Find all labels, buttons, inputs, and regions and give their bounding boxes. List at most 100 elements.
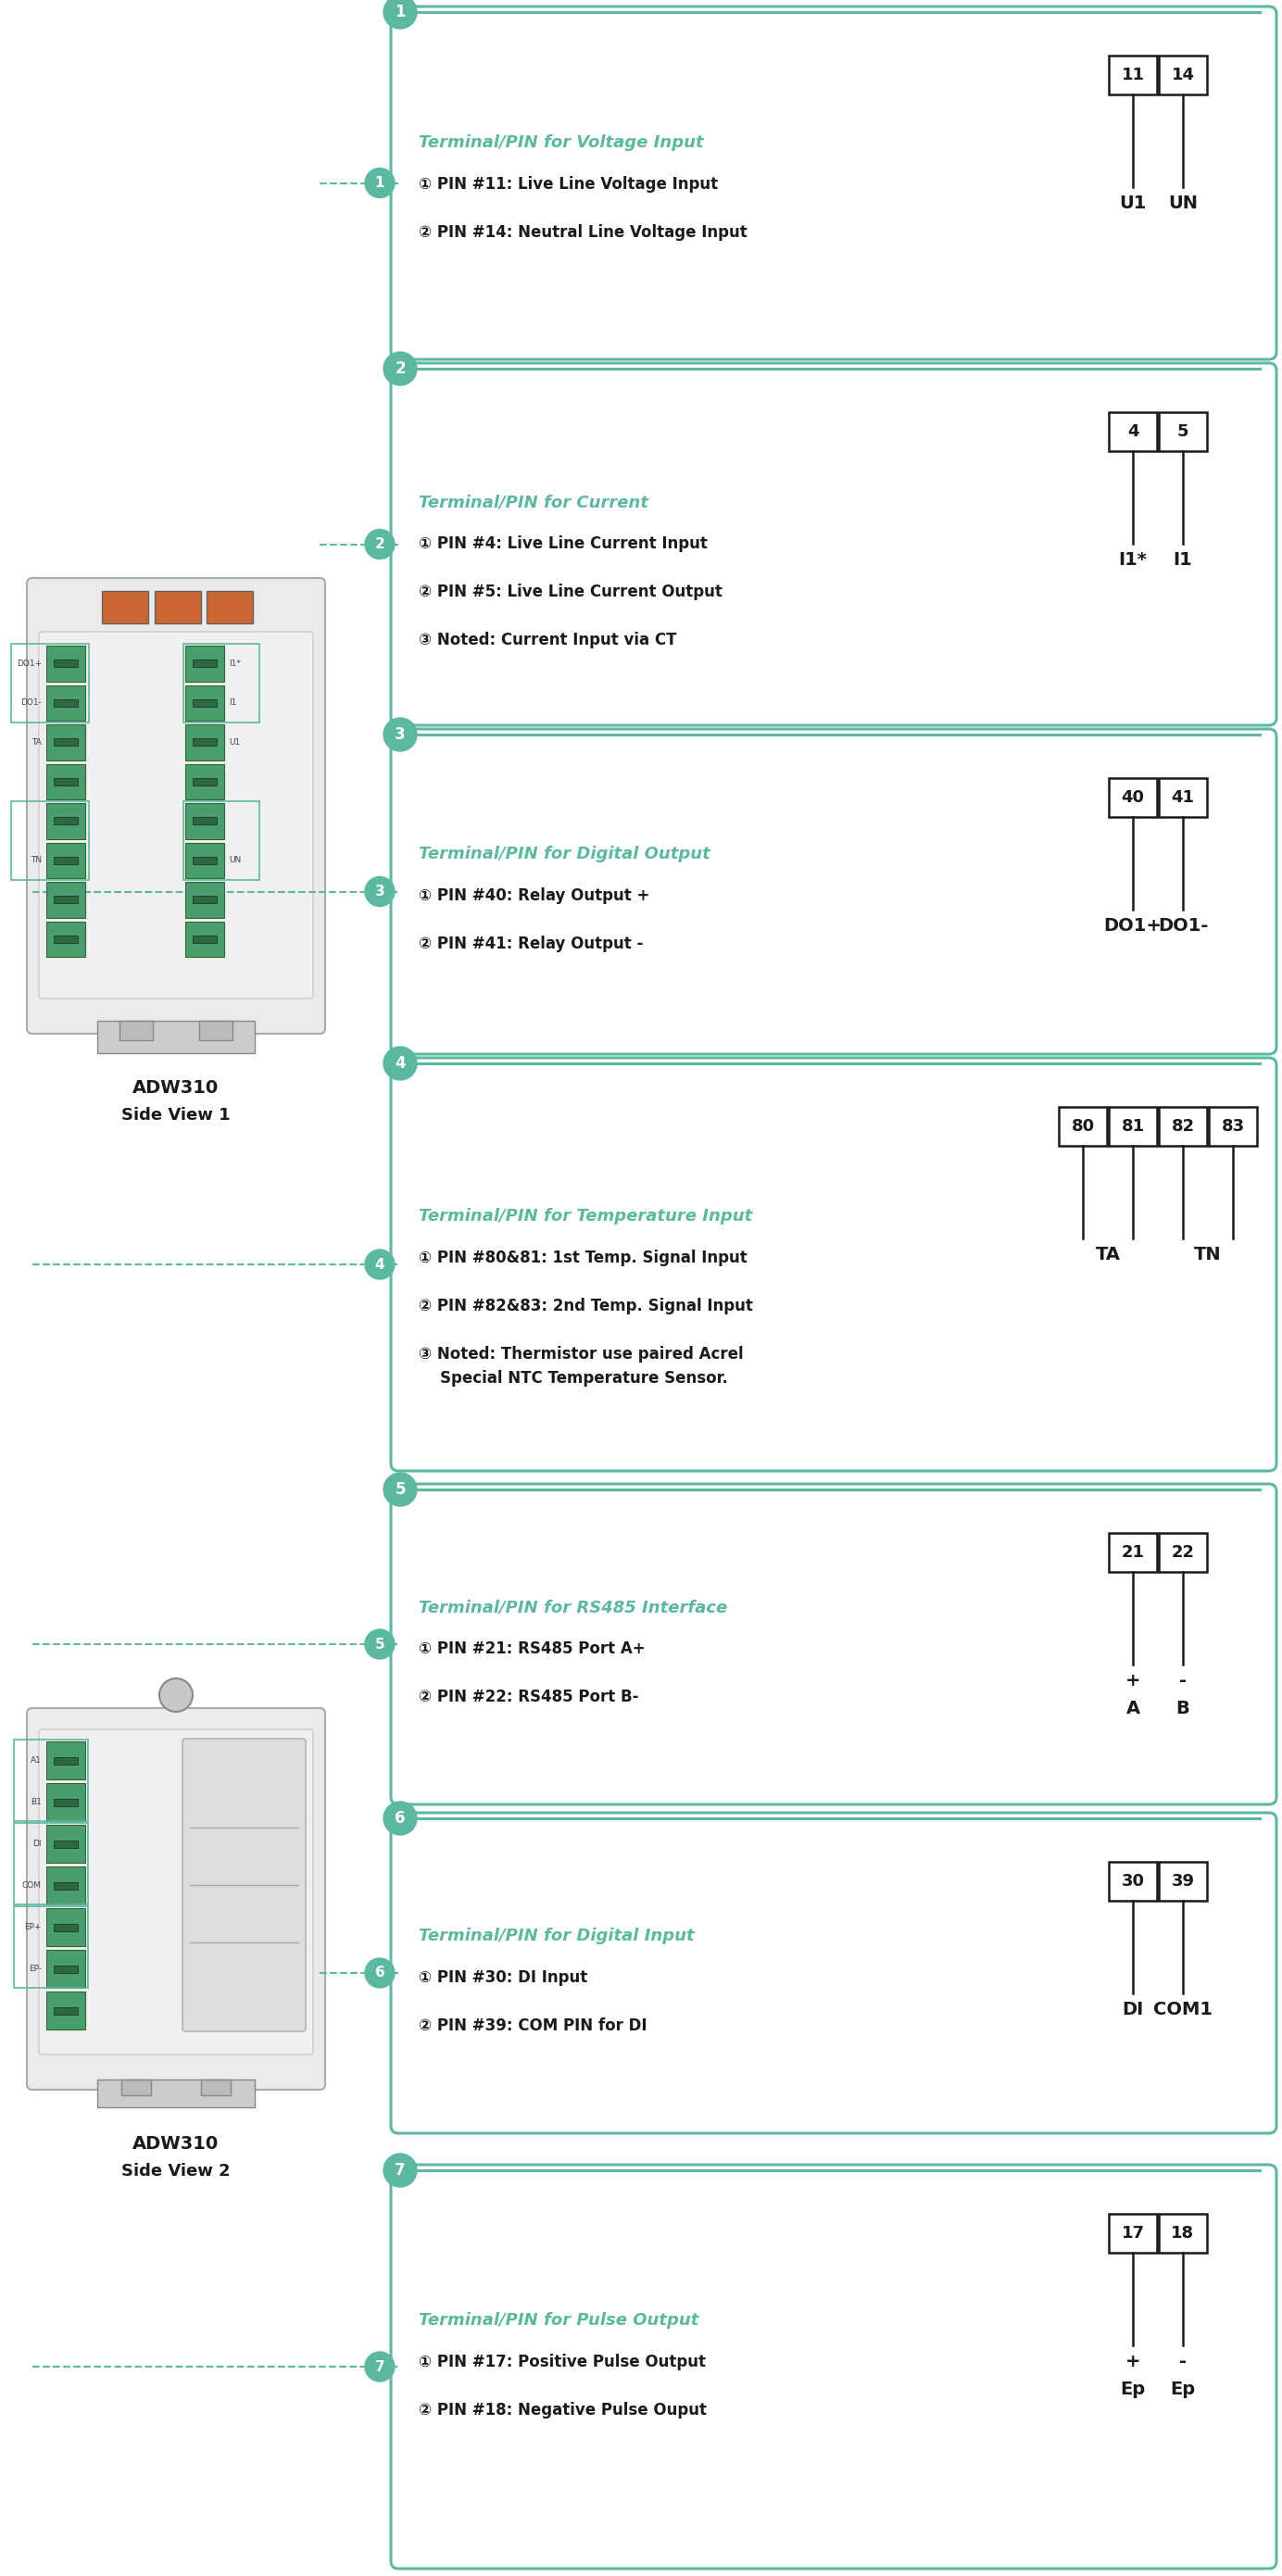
- Bar: [54, 1880, 78, 1888]
- Text: I1*: I1*: [228, 659, 241, 667]
- Bar: [46, 685, 85, 721]
- Bar: [54, 817, 78, 824]
- Bar: [46, 1950, 85, 1989]
- Text: Terminal/PIN for RS485 Interface: Terminal/PIN for RS485 Interface: [419, 1600, 727, 1615]
- Bar: [54, 2007, 78, 2014]
- Text: 39: 39: [1172, 1873, 1195, 1891]
- Text: DO1+: DO1+: [1104, 917, 1161, 935]
- Text: ① PIN #17: Positive Pulse Output: ① PIN #17: Positive Pulse Output: [419, 2354, 706, 2370]
- Text: 6: 6: [395, 1811, 405, 1826]
- Bar: [192, 935, 217, 943]
- Bar: [183, 644, 259, 721]
- Bar: [14, 1906, 88, 1989]
- Circle shape: [365, 167, 395, 198]
- Circle shape: [365, 1958, 395, 1989]
- Text: 41: 41: [1172, 788, 1195, 806]
- Text: 3: 3: [395, 726, 405, 742]
- Text: TN: TN: [1194, 1247, 1222, 1262]
- Bar: [122, 2079, 151, 2094]
- Bar: [14, 1739, 88, 1821]
- Text: 6: 6: [374, 1965, 385, 1981]
- FancyBboxPatch shape: [391, 363, 1277, 726]
- Bar: [54, 659, 78, 667]
- Bar: [46, 842, 85, 878]
- Text: Side View 1: Side View 1: [122, 1108, 231, 1123]
- FancyBboxPatch shape: [391, 8, 1277, 361]
- Bar: [1109, 57, 1156, 95]
- Bar: [192, 778, 217, 786]
- FancyBboxPatch shape: [38, 631, 313, 999]
- Text: ② PIN #41: Relay Output -: ② PIN #41: Relay Output -: [419, 935, 644, 953]
- Bar: [46, 1868, 85, 1904]
- Bar: [1109, 1108, 1156, 1146]
- Text: ② PIN #39: COM PIN for DI: ② PIN #39: COM PIN for DI: [419, 2017, 647, 2035]
- Text: B1: B1: [31, 1798, 42, 1806]
- Bar: [186, 685, 224, 721]
- Text: DO1-: DO1-: [1158, 917, 1208, 935]
- Text: ② PIN #14: Neutral Line Voltage Input: ② PIN #14: Neutral Line Voltage Input: [419, 224, 747, 240]
- FancyBboxPatch shape: [38, 1728, 313, 2056]
- Bar: [186, 724, 224, 760]
- Text: ADW310: ADW310: [133, 2136, 219, 2154]
- Circle shape: [383, 1801, 417, 1834]
- Text: 81: 81: [1122, 1118, 1145, 1133]
- Text: ADW310: ADW310: [133, 1079, 219, 1097]
- Text: 18: 18: [1172, 2226, 1195, 2241]
- Bar: [12, 801, 88, 881]
- Text: ③ Noted: Thermistor use paired Acrel: ③ Noted: Thermistor use paired Acrel: [419, 1347, 744, 1363]
- Text: 5: 5: [395, 1481, 405, 1497]
- Bar: [46, 1991, 85, 2030]
- Bar: [119, 1020, 153, 1041]
- Bar: [192, 739, 217, 747]
- Text: 83: 83: [1222, 1118, 1245, 1133]
- Text: Special NTC Temperature Sensor.: Special NTC Temperature Sensor.: [419, 1370, 728, 1386]
- FancyBboxPatch shape: [182, 1739, 305, 2032]
- Bar: [183, 801, 259, 881]
- Bar: [46, 1741, 85, 1780]
- Circle shape: [383, 1046, 417, 1079]
- Text: Terminal/PIN for Digital Input: Terminal/PIN for Digital Input: [419, 1927, 695, 1945]
- Text: -: -: [1179, 2352, 1187, 2370]
- FancyBboxPatch shape: [391, 2164, 1277, 2568]
- Text: TA: TA: [32, 737, 42, 747]
- Text: TA: TA: [1095, 1247, 1120, 1262]
- Bar: [54, 778, 78, 786]
- Bar: [54, 1757, 78, 1765]
- Text: 2: 2: [395, 361, 405, 376]
- Text: TN: TN: [31, 855, 42, 866]
- Bar: [1159, 1108, 1206, 1146]
- Bar: [1109, 2213, 1156, 2254]
- Circle shape: [383, 2154, 417, 2187]
- Text: DI: DI: [33, 1839, 42, 1847]
- Bar: [54, 1798, 78, 1806]
- Text: I1: I1: [1173, 551, 1192, 569]
- Text: 5: 5: [1177, 422, 1188, 440]
- Bar: [54, 1965, 78, 1973]
- Text: DI: DI: [1122, 2002, 1144, 2020]
- Bar: [186, 842, 224, 878]
- Circle shape: [383, 353, 417, 386]
- Text: Ep: Ep: [1170, 2380, 1195, 2398]
- Text: U1: U1: [1119, 196, 1146, 211]
- Circle shape: [383, 0, 417, 28]
- Bar: [46, 881, 85, 917]
- Text: 5: 5: [374, 1638, 385, 1651]
- Text: 30: 30: [1122, 1873, 1145, 1891]
- Bar: [14, 1824, 88, 1904]
- Text: B: B: [1176, 1700, 1190, 1718]
- Text: 1: 1: [395, 3, 405, 21]
- Text: 11: 11: [1122, 67, 1145, 82]
- Bar: [199, 1020, 232, 1041]
- Bar: [1209, 1108, 1256, 1146]
- Bar: [192, 817, 217, 824]
- Text: ② PIN #82&83: 2nd Temp. Signal Input: ② PIN #82&83: 2nd Temp. Signal Input: [419, 1298, 753, 1314]
- Bar: [97, 2079, 255, 2107]
- Bar: [1159, 57, 1206, 95]
- Bar: [46, 647, 85, 680]
- Text: COM1: COM1: [1154, 2002, 1213, 2020]
- Text: A1: A1: [31, 1757, 42, 1765]
- Bar: [46, 1824, 85, 1862]
- Text: 7: 7: [374, 2360, 385, 2372]
- Text: ① PIN #80&81: 1st Temp. Signal Input: ① PIN #80&81: 1st Temp. Signal Input: [419, 1249, 747, 1267]
- Bar: [186, 922, 224, 956]
